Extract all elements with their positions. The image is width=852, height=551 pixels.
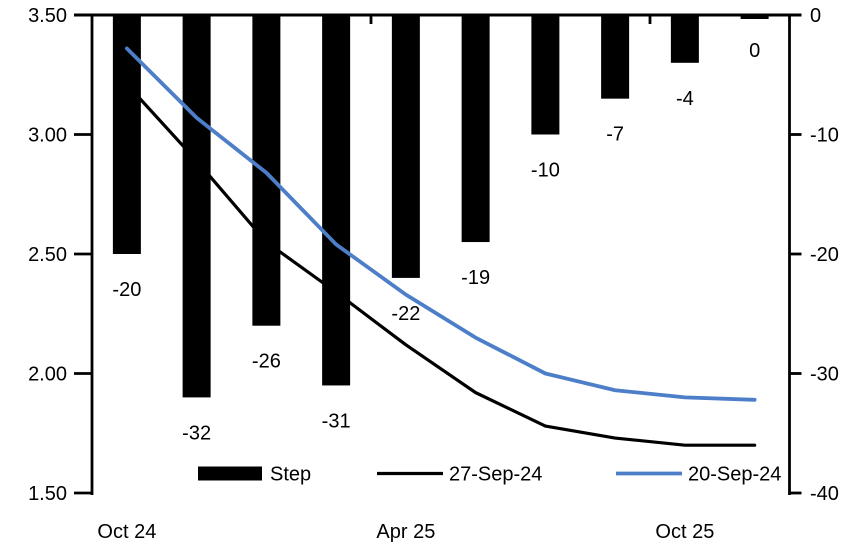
series-line-27-sep-24 (125, 82, 757, 447)
bar-value-label: -20 (112, 279, 141, 301)
bar-value-label: -10 (531, 160, 560, 182)
bar-value-label: -32 (182, 422, 211, 444)
step-bar (461, 15, 490, 243)
left-axis-label: 2.00 (28, 364, 67, 386)
bar-value-label: 0 (749, 40, 760, 62)
bar-value-label: -19 (461, 267, 490, 289)
step-bar (740, 15, 769, 19)
series-line-20-sep-24 (124, 46, 757, 402)
left-axis-label: 2.50 (28, 244, 67, 266)
bar-value-label: -22 (391, 303, 420, 325)
legend-label: Step (270, 464, 311, 486)
step-bar (670, 15, 699, 63)
step-bar (112, 15, 141, 254)
bar-value-label: -4 (676, 88, 694, 110)
legend-swatch-bar (198, 466, 262, 481)
bar-value-label: -26 (252, 351, 281, 373)
bar-value-label: -7 (606, 124, 624, 146)
legend-label: 20-Sep-24 (688, 464, 781, 486)
right-axis-label: 0 (810, 5, 821, 27)
right-axis-label: -40 (810, 483, 839, 505)
step-bar (391, 15, 420, 278)
bar-value-label: -31 (322, 410, 351, 432)
right-axis-label: -10 (810, 125, 839, 147)
step-bar (182, 15, 211, 398)
x-axis-label: Oct 25 (655, 521, 714, 543)
x-axis-label: Apr 25 (376, 521, 435, 543)
step-bar (322, 15, 351, 386)
step-bar (531, 15, 560, 135)
right-axis-label: -30 (810, 364, 839, 386)
left-axis-label: 1.50 (28, 483, 67, 505)
left-axis-label: 3.00 (28, 125, 67, 147)
step-bar (601, 15, 630, 99)
legend-label: 27-Sep-24 (449, 464, 542, 486)
x-axis-label: Oct 24 (97, 521, 156, 543)
right-axis-label: -20 (810, 244, 839, 266)
left-axis-label: 3.50 (28, 5, 67, 27)
